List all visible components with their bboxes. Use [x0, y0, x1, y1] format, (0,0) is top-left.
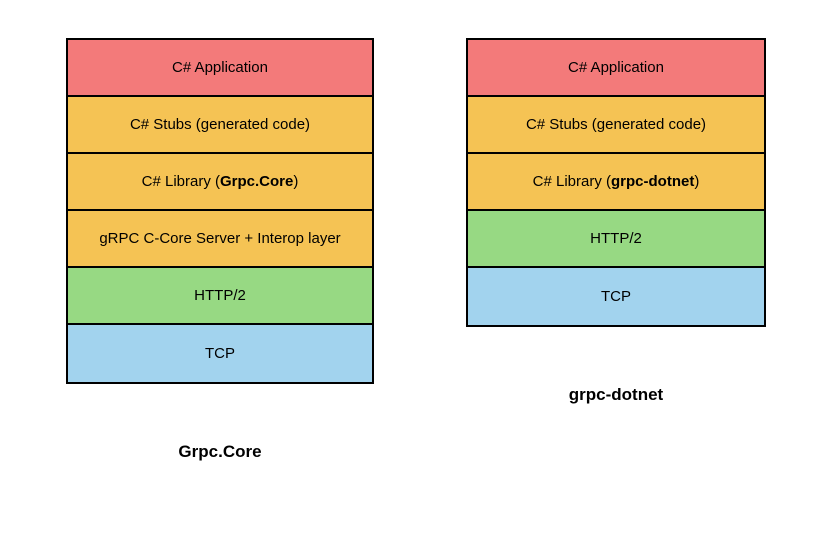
layer-text-prefix: C# Library ( [142, 173, 220, 190]
layer-text-bold: Grpc.Core [220, 173, 293, 190]
layer-text: TCP [601, 288, 631, 305]
stack-column-grpc-core: C# Application C# Stubs (generated code)… [66, 38, 374, 462]
stack-column-grpc-dotnet: C# Application C# Stubs (generated code)… [466, 38, 766, 405]
layer-text-suffix: ) [694, 173, 699, 190]
layer-text: C# Stubs (generated code) [526, 116, 706, 133]
layer-http2: HTTP/2 [468, 211, 764, 268]
layer-tcp: TCP [468, 268, 764, 325]
stack-label-grpc-core: Grpc.Core [178, 442, 261, 462]
layer-library: C# Library (grpc-dotnet) [468, 154, 764, 211]
stack-grpc-core: C# Application C# Stubs (generated code)… [66, 38, 374, 384]
layer-text: C# Application [568, 59, 664, 76]
layer-text-suffix: ) [293, 173, 298, 190]
layer-text: C# Stubs (generated code) [130, 116, 310, 133]
layer-tcp: TCP [68, 325, 372, 382]
layer-http2: HTTP/2 [68, 268, 372, 325]
stack-grpc-dotnet: C# Application C# Stubs (generated code)… [466, 38, 766, 327]
layer-text-prefix: C# Library ( [533, 173, 611, 190]
layer-text: gRPC C-Core Server + Interop layer [99, 230, 340, 247]
stack-label-grpc-dotnet: grpc-dotnet [569, 385, 663, 405]
layer-library: C# Library (Grpc.Core) [68, 154, 372, 211]
layer-text: C# Application [172, 59, 268, 76]
layer-stubs: C# Stubs (generated code) [468, 97, 764, 154]
diagram-container: C# Application C# Stubs (generated code)… [0, 0, 832, 462]
layer-text: TCP [205, 345, 235, 362]
layer-stubs: C# Stubs (generated code) [68, 97, 372, 154]
layer-text: C# Library (Grpc.Core) [142, 173, 299, 190]
layer-text: C# Library (grpc-dotnet) [533, 173, 700, 190]
layer-text-bold: grpc-dotnet [611, 173, 694, 190]
layer-ccore: gRPC C-Core Server + Interop layer [68, 211, 372, 268]
layer-text: HTTP/2 [194, 287, 246, 304]
layer-app: C# Application [468, 40, 764, 97]
layer-app: C# Application [68, 40, 372, 97]
layer-text: HTTP/2 [590, 230, 642, 247]
